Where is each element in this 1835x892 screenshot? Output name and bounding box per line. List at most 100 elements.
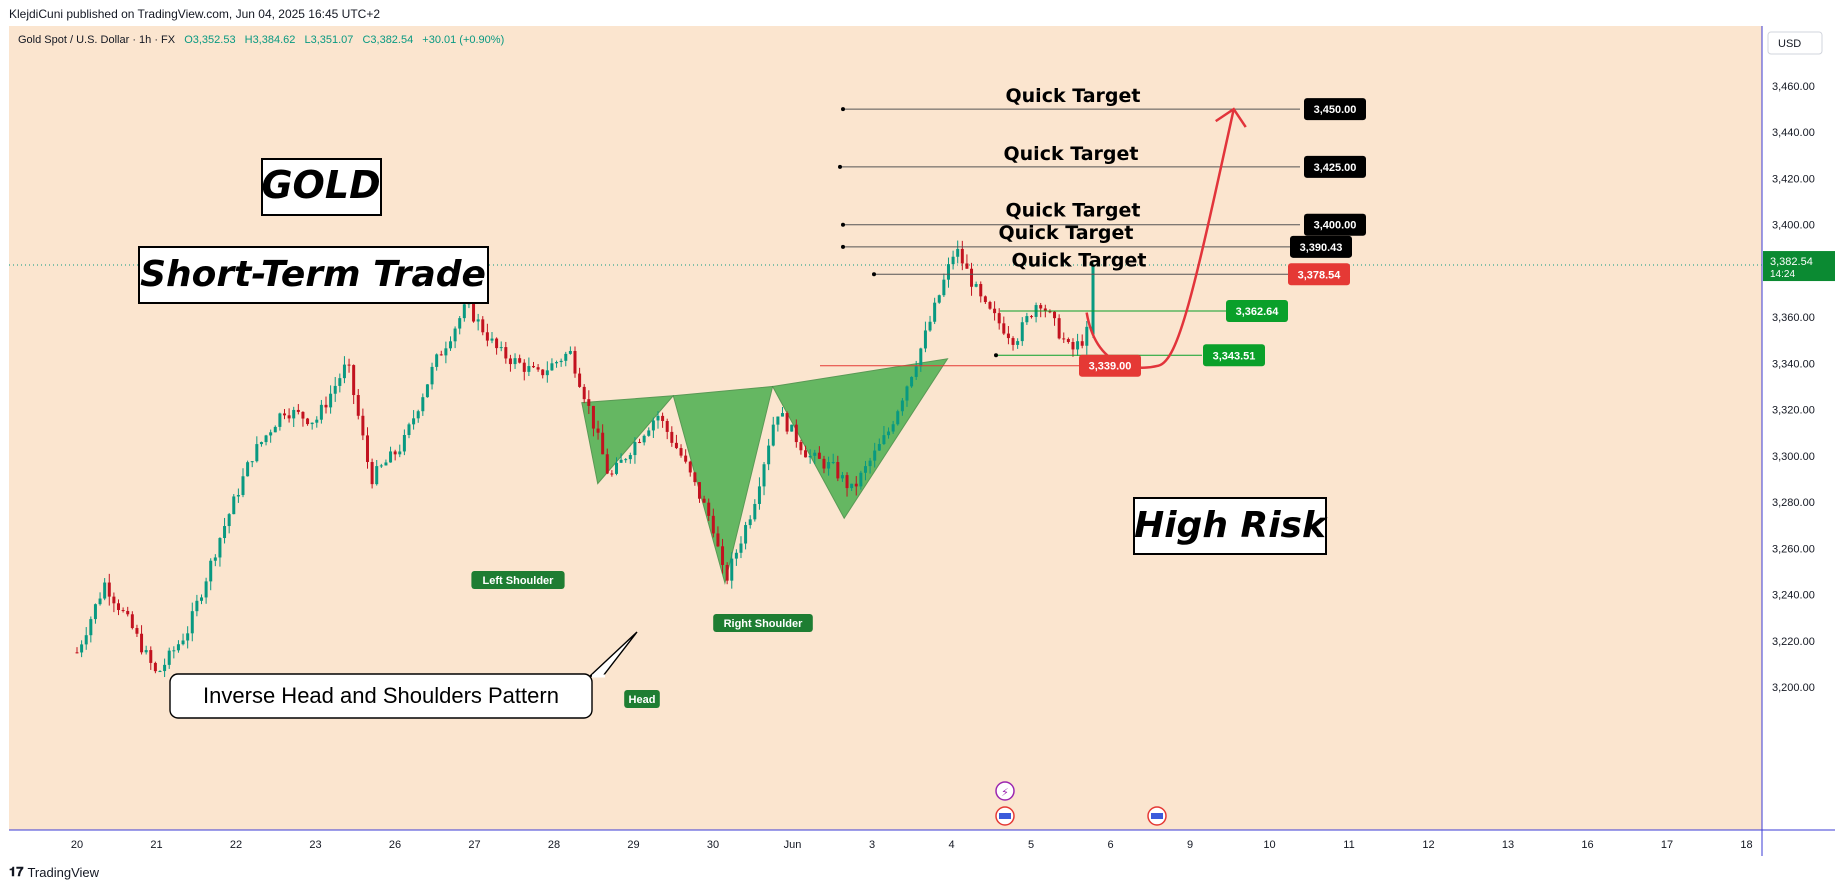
candle-body <box>619 459 623 463</box>
candle-body <box>1085 326 1089 346</box>
price-tick-label: 3,300.00 <box>1772 451 1815 463</box>
candle-body <box>1080 341 1084 346</box>
time-tick-label: 16 <box>1581 839 1593 851</box>
candle-body <box>868 460 872 467</box>
candle-body <box>121 610 125 612</box>
candle-body <box>541 369 545 376</box>
candle-body <box>979 284 983 297</box>
candle-body <box>232 496 236 515</box>
candle-body <box>195 600 199 612</box>
candle-body <box>702 498 706 503</box>
candle-body <box>490 338 494 341</box>
candle-body <box>338 378 342 386</box>
time-tick-label: 29 <box>627 839 639 851</box>
candle-body <box>112 596 116 604</box>
candle-body <box>688 461 692 473</box>
candle-body <box>153 662 157 672</box>
candle-body <box>190 611 194 634</box>
price-tick-label: 3,240.00 <box>1772 590 1815 602</box>
candle-body <box>942 279 946 296</box>
candle-body <box>1066 339 1070 343</box>
candle-body <box>762 464 766 487</box>
candle-body <box>278 413 282 427</box>
candle-body <box>287 415 291 419</box>
candle-body <box>555 362 559 364</box>
candle-body <box>89 619 93 636</box>
candle-body <box>1043 308 1047 312</box>
candle-body <box>610 473 614 475</box>
candle-body <box>213 557 217 561</box>
candle-body <box>794 424 798 443</box>
candle-body <box>859 472 863 487</box>
candle-body <box>665 421 669 432</box>
candle-body <box>444 348 448 356</box>
candle-body <box>1025 316 1029 323</box>
candle-body <box>389 451 393 463</box>
candle-body <box>693 472 697 483</box>
candle-body <box>361 415 365 436</box>
candle-body <box>910 376 914 387</box>
candle-body <box>513 358 517 365</box>
candle-body <box>965 263 969 269</box>
candle-body <box>804 450 808 458</box>
candle-body <box>481 319 485 333</box>
inverse-head-shoulders-pattern <box>581 358 949 585</box>
candle-body <box>730 558 734 581</box>
candle-body <box>296 409 300 412</box>
time-tick-label: 17 <box>1661 839 1673 851</box>
candle-body <box>347 364 351 366</box>
green-level-badge-text: 3,362.64 <box>1236 306 1280 318</box>
candle-body <box>799 442 803 451</box>
green-level-badge <box>1203 344 1265 367</box>
candle-body <box>246 462 250 477</box>
footer-brand[interactable]: 𝟏𝟕 TradingView <box>9 864 99 880</box>
price-axis-ticks: 3,200.00 3,220.00 3,240.00 3,260.00 3,280.00… <box>1763 81 1835 694</box>
candle-body <box>527 366 531 372</box>
candle-body <box>734 552 738 559</box>
short-term-title: Short-Term Trade <box>140 254 486 295</box>
candle-body <box>186 633 190 641</box>
high-risk-box: High Risk <box>1133 497 1328 555</box>
candle-body <box>107 582 111 597</box>
chart-area[interactable]: 3,200.00 3,220.00 3,240.00 3,260.00 3,280.00… <box>0 26 1835 856</box>
candle-body <box>398 451 402 455</box>
price-chart[interactable]: 3,200.00 3,220.00 3,240.00 3,260.00 3,280.00… <box>0 26 1835 856</box>
candle-body <box>891 424 895 432</box>
candle-body <box>140 633 144 653</box>
price-tick-label: 3,340.00 <box>1772 358 1815 370</box>
event-icons: ⚡ <box>995 781 1167 826</box>
candle-body <box>573 350 577 374</box>
candle-body <box>462 304 466 319</box>
candle-body <box>591 405 595 429</box>
time-tick-label: Jun <box>784 839 802 851</box>
candle-body <box>84 635 88 645</box>
candle-body <box>817 452 821 459</box>
candle-body <box>684 455 688 462</box>
candle-body <box>1016 341 1020 345</box>
candle-body <box>75 652 79 654</box>
time-tick-label: 30 <box>707 839 719 851</box>
candle-body <box>836 462 840 479</box>
candle-body <box>485 332 489 341</box>
candle-body <box>877 444 881 451</box>
target-labels: 3,450.00 3,425.00 3,400.00 3,390.43 3,378.54… <box>999 85 1366 377</box>
candle-body <box>568 350 572 354</box>
candle-body <box>993 308 997 314</box>
currency-button[interactable]: USD <box>1767 31 1823 55</box>
candle-body <box>559 360 563 363</box>
price-tick-label: 3,440.00 <box>1772 127 1815 139</box>
price-tick-label: 3,280.00 <box>1772 497 1815 509</box>
candle-body <box>425 384 429 398</box>
candle-body <box>236 495 240 497</box>
quick-target-label: Quick Target <box>1006 200 1141 222</box>
time-tick-label: 12 <box>1422 839 1434 851</box>
quick-target-label: Quick Target <box>1012 249 1147 271</box>
candle-body <box>601 432 605 455</box>
time-tick-label: 13 <box>1502 839 1514 851</box>
pattern-label-badge <box>624 690 660 708</box>
candle-body <box>813 452 817 456</box>
target-badge-text: 3,400.00 <box>1314 220 1357 232</box>
candle-body <box>319 404 323 420</box>
candle-body <box>370 462 374 485</box>
candle-body <box>582 386 586 400</box>
